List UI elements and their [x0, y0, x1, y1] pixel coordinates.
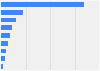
Bar [1, 33, 10, 38]
Bar [1, 2, 84, 7]
Bar [1, 10, 23, 15]
Bar [1, 41, 8, 46]
Bar [1, 49, 6, 53]
Bar [1, 64, 3, 69]
Bar [1, 18, 16, 22]
Bar [1, 56, 5, 61]
Bar [1, 25, 12, 30]
